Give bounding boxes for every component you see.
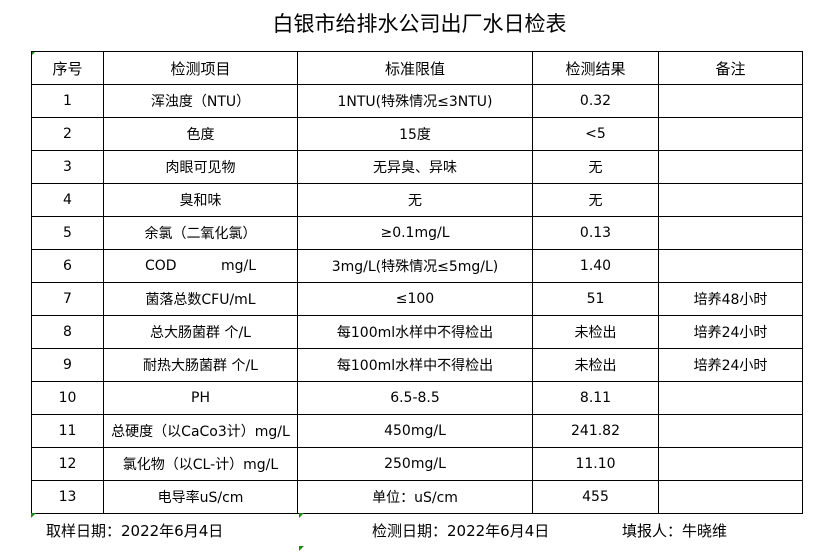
table-row: 3 肉眼可见物 无异臭、异味无 (31, 150, 803, 184)
cell-remark[interactable] (658, 84, 803, 118)
cell-standard[interactable]: 3mg/L(特殊情况≤5mg/L) (297, 249, 533, 283)
cell-standard[interactable]: 单位：uS/cm (297, 480, 533, 514)
cell-item[interactable]: 总硬度（以CaCo3计）mg/L (103, 414, 298, 448)
cell-remark[interactable] (658, 249, 803, 283)
table-row: 13 电导率uS/cm 单位：uS/cm 455 (31, 480, 803, 514)
cell-standard[interactable]: 无异臭、异味 (297, 150, 533, 184)
cell-standard[interactable]: ≥0.1mg/L (297, 216, 533, 250)
table-row: 10 PH 6.5-8.5 8.11 (31, 381, 803, 415)
cell-remark[interactable]: 培养48小时 (658, 282, 803, 316)
cell-seq[interactable]: 13 (31, 480, 104, 514)
cell-result[interactable]: 0.32 (532, 84, 659, 118)
table-row: 4 臭和味无无 (31, 183, 803, 217)
cell-marker (299, 546, 304, 551)
table-row: 1 浑浊度（NTU） 1NTU(特殊情况≤3NTU) 0.32 (31, 84, 803, 118)
sample-date: 取样日期：2022年6月4日 (46, 522, 224, 540)
cell-result[interactable]: 无 (532, 150, 659, 184)
cell-remark[interactable] (658, 117, 803, 151)
cell-remark[interactable]: 培养24小时 (658, 348, 803, 382)
cell-seq[interactable]: 7 (31, 282, 104, 316)
cell-remark[interactable] (658, 183, 803, 217)
cell-seq[interactable]: 1 (31, 84, 104, 118)
page-title: 白银市给排水公司出厂水日检表 (272, 12, 567, 36)
cell-result[interactable]: 51 (532, 282, 659, 316)
reporter: 填报人：牛晓维 (622, 522, 728, 540)
cell-item[interactable]: 浑浊度（NTU） (103, 84, 298, 118)
cell-remark[interactable] (658, 447, 803, 481)
header-item: 检测项目 (103, 51, 298, 85)
cell-result[interactable]: 8.11 (532, 381, 659, 415)
cell-seq[interactable]: 5 (31, 216, 104, 250)
cell-standard[interactable]: ≤100 (297, 282, 533, 316)
cell-standard[interactable]: 无 (297, 183, 533, 217)
cell-seq[interactable]: 2 (31, 117, 104, 151)
cell-item[interactable]: 肉眼可见物 (103, 150, 298, 184)
cell-item[interactable]: 氯化物（以CL-计）mg/L (103, 447, 298, 481)
cell-result[interactable]: 1.40 (532, 249, 659, 283)
cell-remark[interactable]: 培养24小时 (658, 315, 803, 349)
header-remark: 备注 (658, 51, 803, 85)
cell-result[interactable]: 无 (532, 183, 659, 217)
cell-remark[interactable] (658, 216, 803, 250)
cell-standard[interactable]: 6.5-8.5 (297, 381, 533, 415)
cell-remark[interactable] (658, 480, 803, 514)
cell-item[interactable]: 色度 (103, 117, 298, 151)
table-row: 7 菌落总数CFU/mL ≤100 51 培养48小时 (31, 282, 803, 316)
cell-result[interactable]: 未检出 (532, 348, 659, 382)
table-row: 12 氯化物（以CL-计）mg/L 250mg/L 11.10 (31, 447, 803, 481)
table-row: 9 耐热大肠菌群 个/L 每100ml水样中不得检出 未检出 培养24小时 (31, 348, 803, 382)
cell-item[interactable]: COD mg/L (103, 249, 298, 283)
cell-seq[interactable]: 11 (31, 414, 104, 448)
cell-seq[interactable]: 3 (31, 150, 104, 184)
table-row: 2 色度 15度 <5 (31, 117, 803, 151)
cell-remark[interactable] (658, 381, 803, 415)
cell-seq[interactable]: 10 (31, 381, 104, 415)
cell-result[interactable]: 0.13 (532, 216, 659, 250)
cell-standard[interactable]: 每100ml水样中不得检出 (297, 348, 533, 382)
cell-standard[interactable]: 250mg/L (297, 447, 533, 481)
cell-standard[interactable]: 1NTU(特殊情况≤3NTU) (297, 84, 533, 118)
cell-standard[interactable]: 450mg/L (297, 414, 533, 448)
cell-result[interactable]: 241.82 (532, 414, 659, 448)
cell-item[interactable]: 耐热大肠菌群 个/L (103, 348, 298, 382)
table-row: 5 余氯（二氧化氯） ≥0.1mg/L 0.13 (31, 216, 803, 250)
cell-seq[interactable]: 9 (31, 348, 104, 382)
cell-item[interactable]: 电导率uS/cm (103, 480, 298, 514)
table-row: 11 总硬度（以CaCo3计）mg/L 450mg/L 241.82 (31, 414, 803, 448)
cell-remark[interactable] (658, 150, 803, 184)
header-standard: 标准限值 (297, 51, 533, 85)
cell-standard[interactable]: 每100ml水样中不得检出 (297, 315, 533, 349)
table-row: 8 总大肠菌群 个/L 每100ml水样中不得检出 未检出 培养24小时 (31, 315, 803, 349)
cell-result[interactable]: 未检出 (532, 315, 659, 349)
cell-seq[interactable]: 8 (31, 315, 104, 349)
cell-item[interactable]: 余氯（二氧化氯） (103, 216, 298, 250)
cell-item[interactable]: 菌落总数CFU/mL (103, 282, 298, 316)
cell-item[interactable]: 臭和味 (103, 183, 298, 217)
cell-seq[interactable]: 6 (31, 249, 104, 283)
cell-result[interactable]: 455 (532, 480, 659, 514)
cell-result[interactable]: <5 (532, 117, 659, 151)
cell-result[interactable]: 11.10 (532, 447, 659, 481)
cell-marker (299, 513, 304, 518)
cell-standard[interactable]: 15度 (297, 117, 533, 151)
cell-item[interactable]: PH (103, 381, 298, 415)
header-result: 检测结果 (532, 51, 659, 85)
inspection-table: 序号 检测项目 标准限值 检测结果 备注 1 浑浊度（NTU） 1NTU(特殊情况≤3NTU)… (31, 51, 803, 514)
header-row: 序号 检测项目 标准限值 检测结果 备注 (31, 51, 803, 85)
cell-seq[interactable]: 4 (31, 183, 104, 217)
cell-remark[interactable] (658, 414, 803, 448)
table-row: 6 COD mg/L 3mg/L(特殊情况≤5mg/L) 1.40 (31, 249, 803, 283)
header-seq: 序号 (31, 51, 104, 85)
cell-item[interactable]: 总大肠菌群 个/L (103, 315, 298, 349)
cell-seq[interactable]: 12 (31, 447, 104, 481)
test-date: 检测日期：2022年6月4日 (372, 522, 550, 540)
cell-marker (31, 513, 36, 518)
